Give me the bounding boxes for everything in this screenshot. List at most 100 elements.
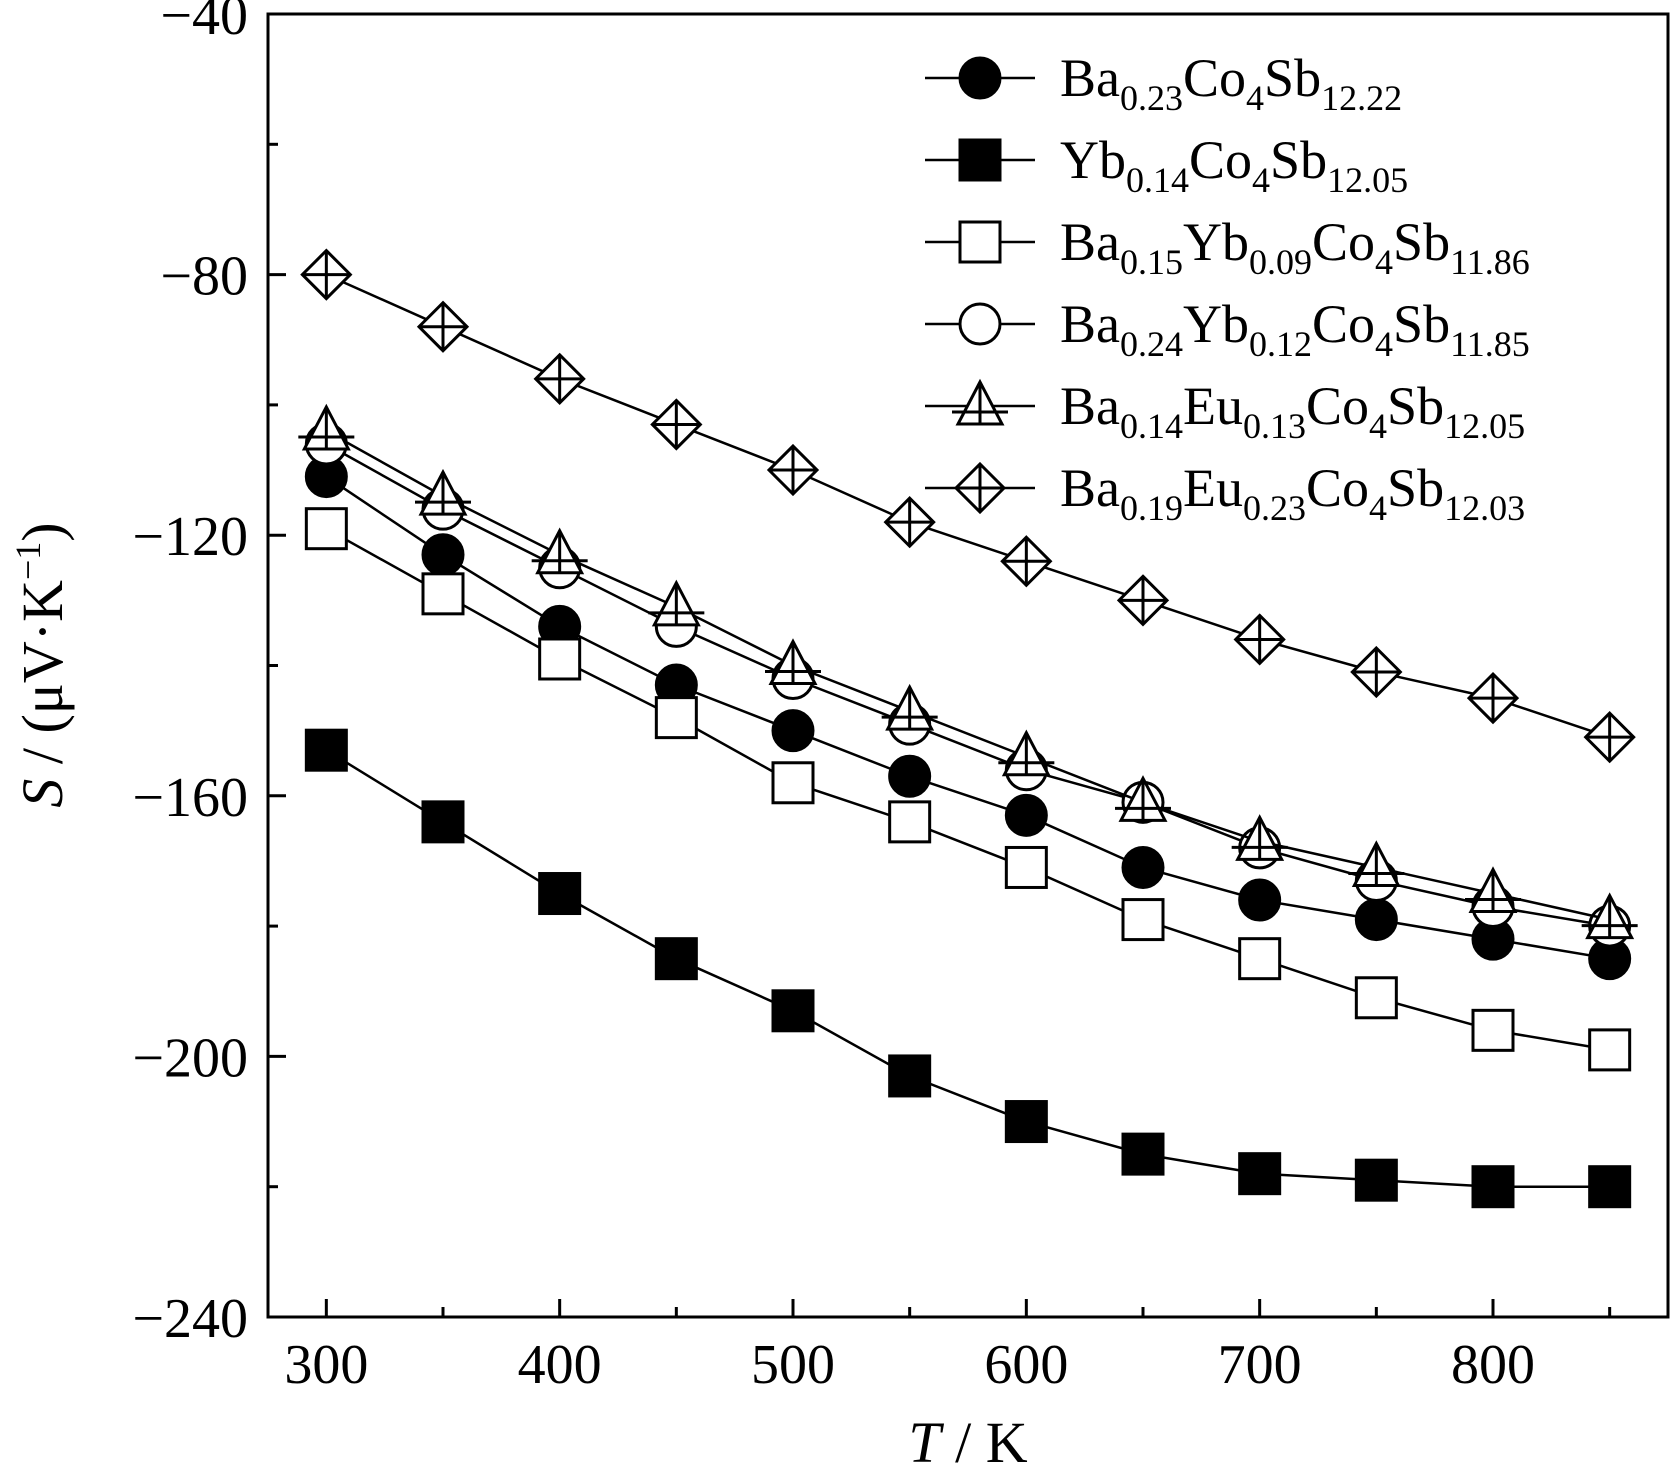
legend-label: Ba0.23Co4Sb12.22 [1060, 48, 1402, 118]
legend-label: Yb0.14Co4Sb12.05 [1060, 130, 1408, 200]
legend-label-element: Co [1312, 212, 1375, 272]
y-tick-label: −240 [132, 1288, 248, 1350]
point-marker [654, 696, 698, 740]
legend-label-element: Ba [1060, 294, 1120, 354]
series-2 [304, 728, 1632, 1209]
series-line [325, 749, 1610, 1188]
point-marker [304, 728, 348, 772]
legend-label-subscript: 0.23 [1120, 78, 1183, 118]
legend-label-subscript: 0.12 [1249, 324, 1312, 364]
legend-label-element: Co [1306, 376, 1369, 436]
legend-label-subscript: 0.09 [1249, 242, 1312, 282]
legend-label-element: Sb [1270, 130, 1327, 190]
point-marker [1471, 1165, 1515, 1209]
point-marker [888, 1054, 932, 1098]
legend-label-element: Ba [1060, 48, 1120, 108]
legend-label-subscript: 0.23 [1243, 488, 1306, 528]
legend-label-element: Sb [1393, 212, 1450, 272]
plot-frame [266, 12, 1670, 1319]
x-axis-title-symbol: T [908, 1410, 944, 1473]
x-tick-label: 800 [1451, 1334, 1535, 1396]
point-marker [1121, 1132, 1165, 1176]
point-marker [888, 800, 932, 844]
series-line [325, 475, 1610, 960]
y-tick-label: −40 [160, 0, 248, 47]
y-axis-title: S / (μV·K−1) [8, 522, 75, 807]
point-marker [771, 761, 815, 805]
y-axis-title-unit: / (μV·K [10, 580, 75, 779]
point-marker [304, 507, 348, 551]
point-marker [1004, 793, 1048, 837]
point-marker [1354, 898, 1398, 942]
x-tick-label: 500 [751, 1334, 835, 1396]
x-axis-title: T / K [908, 1410, 1027, 1473]
point-marker [1121, 845, 1165, 889]
y-axis-title-symbol: S [10, 779, 75, 808]
point-marker [1121, 898, 1165, 942]
y-tick-label: −80 [160, 246, 248, 308]
legend-label-element: Yb [1060, 130, 1126, 190]
point-marker [421, 572, 465, 616]
legend-label-subscript: 0.24 [1120, 324, 1183, 364]
legend-label-subscript: 12.05 [1444, 406, 1525, 446]
point-marker [1588, 1028, 1632, 1072]
y-axis-title-sup: −1 [8, 542, 48, 580]
legend-label-subscript: 4 [1375, 242, 1393, 282]
point-marker [1471, 1008, 1515, 1052]
point-marker [771, 989, 815, 1033]
y-tick-label: −200 [132, 1027, 248, 1089]
axes: 300 400 500 600 700 800 −240 −200 −160 −120 −80 −40 [132, 0, 1612, 1396]
legend-label-subscript: 0.15 [1120, 242, 1183, 282]
point-marker [958, 138, 1002, 182]
legend-label-subscript: 0.13 [1243, 406, 1306, 446]
y-tick-label: −120 [132, 506, 248, 568]
x-tick-label: 700 [1218, 1334, 1302, 1396]
legend-label-subscript: 12.03 [1444, 488, 1525, 528]
x-tick-label: 600 [984, 1334, 1068, 1396]
x-tick-label: 400 [518, 1334, 602, 1396]
series-line [325, 429, 1610, 921]
legend-label-subscript: 0.19 [1120, 488, 1183, 528]
point-marker [1354, 976, 1398, 1020]
series-1 [304, 455, 1632, 981]
point-marker [1238, 878, 1282, 922]
legend-label: Ba0.15Yb0.09Co4Sb11.86 [1060, 212, 1530, 282]
point-marker [771, 709, 815, 753]
series-5 [298, 403, 1638, 940]
legend-label-subscript: 4 [1369, 406, 1387, 446]
legend-entry-4: Ba0.24Yb0.12Co4Sb11.85 [925, 294, 1530, 364]
legend-label-element: Ba [1060, 212, 1120, 272]
legend-label-element: Yb [1183, 212, 1249, 272]
series-line [325, 527, 1610, 1052]
legend-label-subscript: 4 [1252, 160, 1270, 200]
point-marker [421, 533, 465, 577]
legend-label: Ba0.19Eu0.23Co4Sb12.03 [1060, 458, 1525, 528]
point-marker [538, 637, 582, 681]
series-layer [298, 248, 1638, 1209]
point-marker [1238, 937, 1282, 981]
legend-label-element: Co [1306, 458, 1369, 518]
legend-label-subscript: 4 [1369, 488, 1387, 528]
legend-label-element: Co [1183, 48, 1246, 108]
x-axis-title-unit: / K [941, 1410, 1028, 1473]
legend-label-element: Sb [1393, 294, 1450, 354]
legend-entry-5: Ba0.14Eu0.13Co4Sb12.05 [925, 376, 1525, 446]
legend-label-element: Co [1312, 294, 1375, 354]
point-marker [958, 220, 1002, 264]
legend: Ba0.23Co4Sb12.22Yb0.14Co4Sb12.05Ba0.15Yb… [925, 48, 1530, 528]
y-axis-title-close: ) [10, 522, 75, 541]
legend-label: Ba0.14Eu0.13Co4Sb12.05 [1060, 376, 1525, 446]
legend-entry-2: Yb0.14Co4Sb12.05 [925, 130, 1408, 200]
legend-label-element: Sb [1264, 48, 1321, 108]
legend-label-subscript: 0.14 [1120, 406, 1183, 446]
legend-label-subscript: 12.22 [1321, 78, 1402, 118]
legend-label-element: Ba [1060, 376, 1120, 436]
point-marker [538, 872, 582, 916]
legend-label-element: Ba [1060, 458, 1120, 518]
point-marker [1004, 1100, 1048, 1144]
point-marker [1588, 1165, 1632, 1209]
legend-label-element: Eu [1183, 458, 1243, 518]
legend-label-element: Sb [1387, 458, 1444, 518]
point-marker [1354, 1158, 1398, 1202]
